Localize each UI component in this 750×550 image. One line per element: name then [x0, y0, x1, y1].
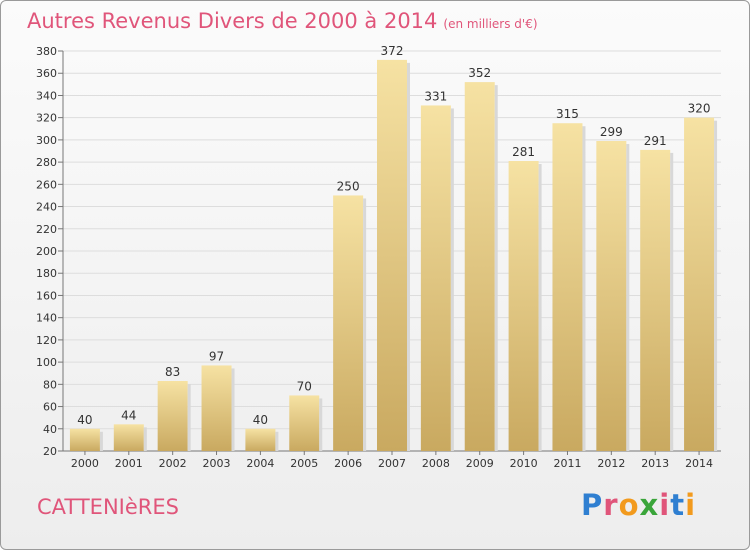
- bar-shadow: [714, 120, 718, 452]
- x-tick-label: 2013: [641, 457, 669, 470]
- data-label: 40: [253, 413, 268, 427]
- x-tick-label: 2004: [246, 457, 274, 470]
- y-tick-label: 220: [36, 223, 57, 236]
- bar-shadow: [99, 431, 103, 451]
- chart-title: Autres Revenus Divers de 2000 à 2014 (en …: [27, 9, 538, 33]
- brand-letter: r: [603, 488, 619, 522]
- x-tick-label: 2008: [422, 457, 450, 470]
- brand-letter: i: [659, 488, 671, 522]
- y-tick-label: 180: [36, 267, 57, 280]
- y-tick-label: 200: [36, 245, 57, 258]
- data-label: 372: [381, 44, 404, 58]
- x-tick-label: 2006: [334, 457, 362, 470]
- y-tick-label: 360: [36, 67, 57, 80]
- brand-letter: t: [670, 488, 686, 522]
- x-tick-label: 2003: [203, 457, 231, 470]
- y-tick-label: 320: [36, 112, 57, 125]
- y-tick-label: 240: [36, 201, 57, 214]
- data-label: 250: [337, 179, 360, 193]
- bar-shadow: [363, 198, 367, 451]
- x-tick-label: 2010: [510, 457, 538, 470]
- y-tick-label: 260: [36, 178, 57, 191]
- axis-layer: 20 40 60 80 100 120 140 160 180 200 220 240 260 280 30…: [36, 45, 721, 470]
- bar-shadow: [450, 108, 454, 451]
- data-label: 83: [165, 365, 180, 379]
- x-tick-label: 2001: [115, 457, 143, 470]
- data-label: 299: [600, 125, 623, 139]
- brand-letter: P: [581, 488, 604, 522]
- bar: [684, 117, 715, 452]
- bar: [113, 424, 144, 451]
- x-tick-label: 2011: [553, 457, 581, 470]
- x-tick-label: 2007: [378, 457, 406, 470]
- bar-shadow: [538, 164, 542, 451]
- bar-shadow: [582, 126, 586, 451]
- bar: [69, 428, 100, 451]
- x-tick-label: 2012: [597, 457, 625, 470]
- x-tick-label: 2009: [466, 457, 494, 470]
- data-label: 281: [512, 145, 535, 159]
- bar: [552, 123, 583, 451]
- data-label: 320: [688, 102, 711, 116]
- y-tick-label: 160: [36, 289, 57, 302]
- bar-shadow: [670, 152, 674, 451]
- bar-shadow: [407, 62, 410, 452]
- x-tick-label: 2002: [159, 457, 187, 470]
- y-tick-label: 380: [36, 45, 57, 58]
- bar: [464, 82, 495, 451]
- bar: [508, 161, 539, 451]
- brand-letter: o: [618, 488, 640, 522]
- bar-shadow: [494, 85, 498, 451]
- y-tick-label: 20: [43, 445, 57, 458]
- bar: [420, 105, 451, 451]
- bar: [333, 195, 364, 451]
- y-tick-label: 40: [43, 423, 57, 436]
- bar-shadow: [275, 431, 279, 451]
- bar-shadow: [187, 384, 191, 451]
- y-tick-label: 300: [36, 134, 57, 147]
- bar-layer: [69, 59, 718, 452]
- data-label: 70: [297, 379, 312, 393]
- label-layer: 40 44 83 97 40 70 250 372 331 352 281 315 299 291 320: [77, 44, 710, 427]
- bar-shadow: [319, 398, 323, 451]
- y-tick-label: 100: [36, 356, 57, 369]
- bar: [596, 141, 627, 451]
- data-label: 331: [424, 89, 447, 103]
- brand-letter: i: [685, 488, 697, 522]
- data-label: 352: [468, 66, 491, 80]
- data-label: 44: [121, 408, 136, 422]
- y-tick-label: 340: [36, 89, 57, 102]
- city-name: CATTENIèRES: [37, 495, 179, 519]
- x-tick-label: 2014: [685, 457, 713, 470]
- bar: [640, 149, 671, 451]
- y-tick-label: 120: [36, 334, 57, 347]
- chart-title-text: Autres Revenus Divers de 2000 à 2014: [27, 9, 438, 33]
- data-label: 291: [644, 134, 667, 148]
- brand-letter: x: [639, 488, 660, 522]
- y-tick-label: 80: [43, 378, 57, 391]
- bar-shadow: [143, 427, 147, 451]
- y-tick-label: 280: [36, 156, 57, 169]
- bar: [289, 395, 320, 451]
- chart-unit: (en milliers d'€): [443, 17, 538, 31]
- y-tick-label: 140: [36, 312, 57, 325]
- bar: [245, 428, 276, 451]
- data-label: 40: [77, 413, 92, 427]
- bar: [201, 365, 232, 451]
- bar: [157, 381, 188, 451]
- bar-shadow: [231, 368, 235, 451]
- bar: [377, 59, 407, 452]
- y-tick-label: 60: [43, 401, 57, 414]
- x-tick-label: 2000: [71, 457, 99, 470]
- x-tick-label: 2005: [290, 457, 318, 470]
- brand-logo: Proxiti: [581, 488, 696, 522]
- bar-shadow: [626, 144, 630, 451]
- data-label: 97: [209, 349, 224, 363]
- data-label: 315: [556, 107, 579, 121]
